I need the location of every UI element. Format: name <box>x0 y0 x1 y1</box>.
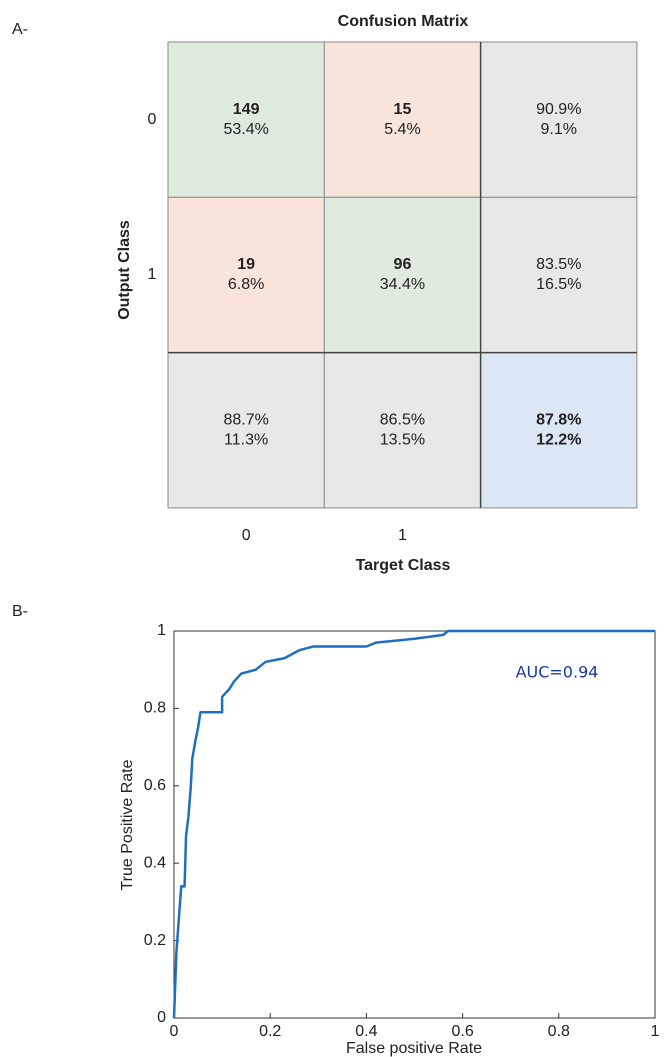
matrix-cell <box>480 352 638 509</box>
annotation: AUC=0.94 <box>516 663 599 682</box>
cell-value: 149 <box>233 101 260 118</box>
cell-value: 90.9% <box>536 101 581 118</box>
x-tick-label: 1 <box>651 1023 660 1040</box>
x-tick-label: 1 <box>398 527 407 544</box>
x-tick-label: 0 <box>170 1023 179 1040</box>
cell-value: 88.7% <box>223 411 268 428</box>
y-tick-label: 0 <box>157 1009 166 1026</box>
matrix-cell <box>480 41 638 198</box>
y-tick-label: 0.4 <box>144 854 166 871</box>
cell-percent: 16.5% <box>536 276 581 293</box>
x-tick-label: 0.4 <box>355 1023 377 1040</box>
y-tick-label: 1 <box>157 622 166 639</box>
matrix-cell <box>323 196 482 354</box>
matrix-cell <box>323 352 482 509</box>
matrix-cell <box>167 352 325 509</box>
y-tick-label: 0.2 <box>144 932 166 949</box>
roc-curve <box>172 629 655 1019</box>
cell-percent: 53.4% <box>223 121 268 138</box>
cell-value: 15 <box>394 101 412 118</box>
cell-percent: 11.3% <box>224 431 268 448</box>
cell-value: 19 <box>237 256 255 273</box>
x-axis-label: False positive Rate <box>346 1040 482 1057</box>
cell-percent: 5.4% <box>384 121 420 138</box>
y-tick-label: 1 <box>148 266 157 283</box>
cell-value: 87.8% <box>536 411 581 428</box>
matrix-cell <box>167 41 325 198</box>
y-axis-label: Output Class <box>116 220 133 320</box>
panel-label: B- <box>12 603 28 620</box>
matrix-cell <box>167 196 325 354</box>
x-axis-label: Target Class <box>356 557 451 574</box>
chart-title: Confusion Matrix <box>338 13 469 30</box>
cell-percent: 9.1% <box>541 121 577 138</box>
y-tick-label: 0.6 <box>144 777 166 794</box>
x-tick-label: 0.2 <box>259 1023 281 1040</box>
x-tick-label: 0.8 <box>548 1023 570 1040</box>
cell-percent: 6.8% <box>228 276 264 293</box>
x-tick-label: 0 <box>242 527 251 544</box>
cell-percent: 12.2% <box>536 431 581 448</box>
y-tick-label: 0 <box>148 111 157 128</box>
cell-value: 96 <box>394 256 412 273</box>
y-axis-label: True Positive Rate <box>119 759 136 890</box>
cell-value: 83.5% <box>536 256 581 273</box>
cell-percent: 34.4% <box>380 276 425 293</box>
plot-frame <box>173 630 656 1019</box>
y-tick-label: 0.8 <box>144 700 166 717</box>
x-tick-label: 0.6 <box>451 1023 473 1040</box>
panel-label: A- <box>12 21 28 38</box>
matrix-cell <box>323 41 482 198</box>
matrix-cell <box>480 196 638 354</box>
cell-value: 86.5% <box>380 411 425 428</box>
cell-percent: 13.5% <box>380 431 425 448</box>
